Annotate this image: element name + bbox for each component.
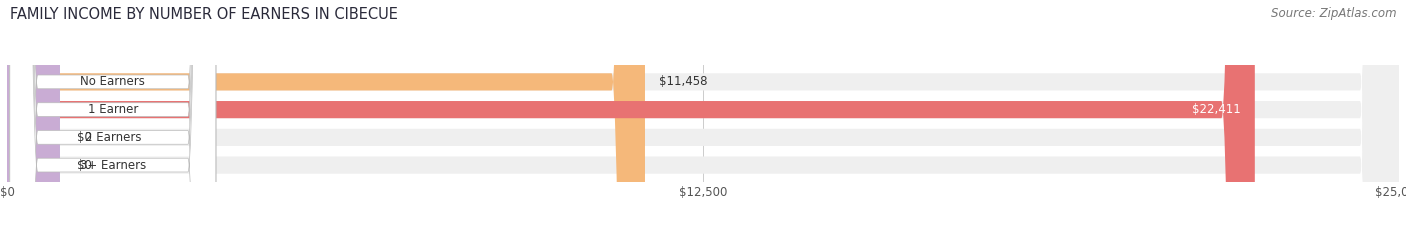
FancyBboxPatch shape: [7, 0, 1399, 233]
Text: No Earners: No Earners: [80, 75, 145, 88]
FancyBboxPatch shape: [10, 0, 217, 233]
FancyBboxPatch shape: [7, 0, 60, 233]
Text: 2 Earners: 2 Earners: [84, 131, 141, 144]
Text: FAMILY INCOME BY NUMBER OF EARNERS IN CIBECUE: FAMILY INCOME BY NUMBER OF EARNERS IN CI…: [10, 7, 398, 22]
Text: $0: $0: [77, 131, 91, 144]
Text: $22,411: $22,411: [1192, 103, 1241, 116]
FancyBboxPatch shape: [7, 0, 1254, 233]
FancyBboxPatch shape: [10, 0, 217, 233]
FancyBboxPatch shape: [7, 0, 1399, 233]
Text: 3+ Earners: 3+ Earners: [80, 159, 146, 171]
Text: $11,458: $11,458: [659, 75, 707, 88]
FancyBboxPatch shape: [10, 0, 217, 233]
FancyBboxPatch shape: [7, 0, 1399, 233]
FancyBboxPatch shape: [7, 0, 645, 233]
Text: $0: $0: [77, 159, 91, 171]
FancyBboxPatch shape: [7, 0, 60, 233]
Text: 1 Earner: 1 Earner: [87, 103, 138, 116]
FancyBboxPatch shape: [10, 0, 217, 233]
Text: Source: ZipAtlas.com: Source: ZipAtlas.com: [1271, 7, 1396, 20]
FancyBboxPatch shape: [7, 0, 1399, 233]
